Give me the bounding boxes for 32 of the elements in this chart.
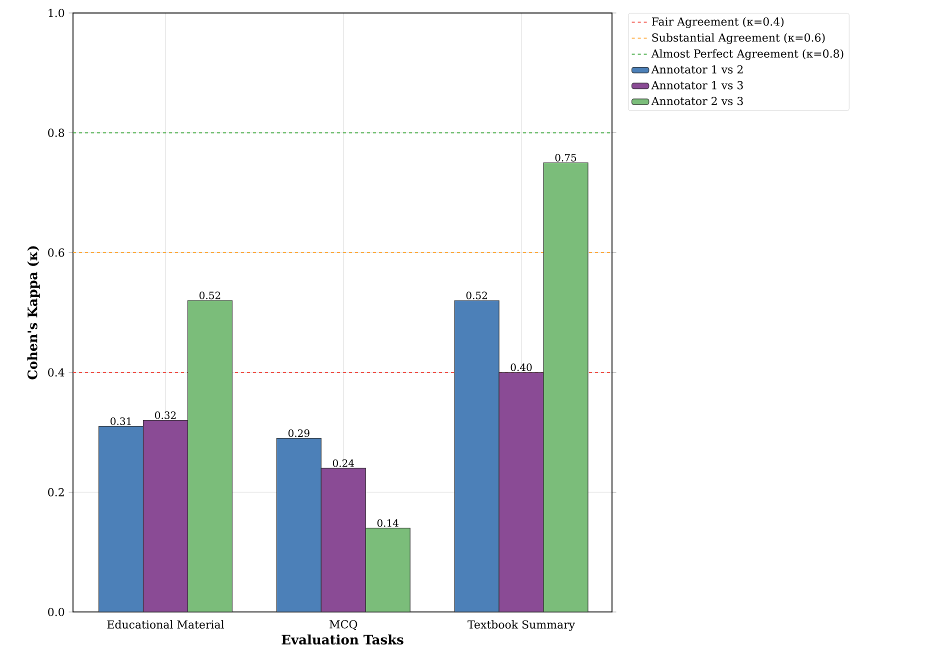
bar [365, 528, 410, 612]
bar [543, 162, 588, 612]
data-label: 0.40 [510, 364, 532, 372]
y-tick-label: 0.2 [48, 488, 64, 496]
x-tick-label: Educational Material [107, 620, 224, 629]
data-label: 0.31 [110, 417, 131, 425]
data-label: 0.32 [155, 411, 176, 420]
x-tick-label: Textbook Summary [468, 620, 576, 631]
y-axis-title: Cohen's Kappa (κ) [27, 246, 40, 380]
x-axis-title: Evaluation Tasks [282, 634, 404, 645]
y-tick-label: 0.0 [48, 608, 64, 616]
legend-label: Annotator 1 vs 3 [651, 81, 743, 90]
bar [320, 468, 366, 612]
data-label: 0.75 [555, 154, 576, 162]
x-tick-label: MCQ [330, 620, 358, 630]
data-label: 0.14 [377, 519, 398, 527]
y-tick-label: 1.0 [48, 8, 64, 18]
y-tick-label: 0.6 [48, 248, 64, 257]
data-label: 0.29 [288, 429, 310, 437]
y-tick-label: 0.4 [48, 368, 64, 377]
legend-label: Substantial Agreement (κ=0.6) [652, 33, 825, 44]
bar [187, 300, 233, 612]
legend-label: Fair Agreement (κ=0.4) [652, 17, 784, 28]
data-label: 0.52 [466, 292, 487, 300]
data-label: 0.52 [200, 292, 220, 300]
legend-label: Annotator 1 vs 2 [651, 65, 743, 74]
bar [142, 420, 188, 612]
bar [498, 372, 544, 612]
legend-label: Annotator 2 vs 3 [651, 96, 743, 106]
y-tick-label: 0.8 [48, 128, 64, 137]
legend-label: Almost Perfect Agreement (κ=0.8) [651, 49, 844, 60]
data-label: 0.24 [332, 459, 354, 467]
